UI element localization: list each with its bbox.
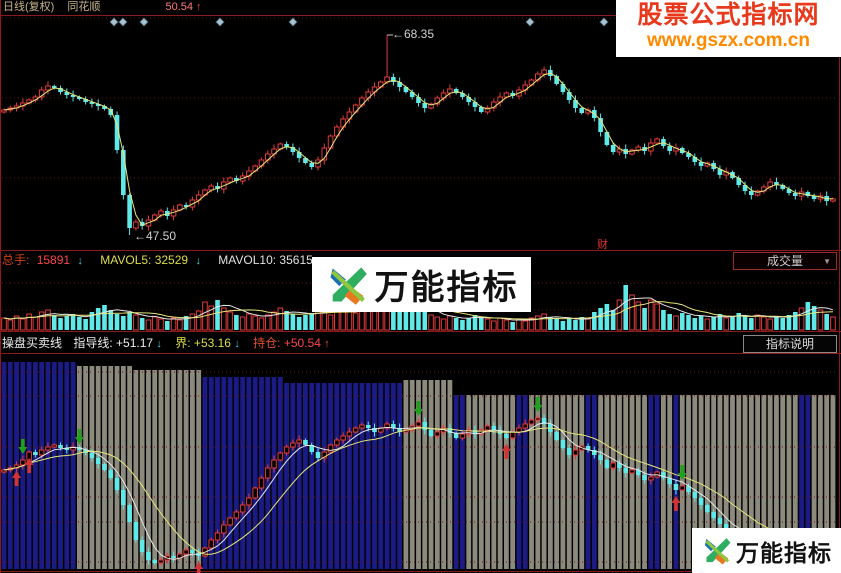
- watermark-gszx-url: www.gszx.com.cn: [647, 30, 810, 51]
- zongshou-value: 15891: [36, 253, 71, 267]
- watermark-wanneng-bottom: 万能指标: [692, 528, 841, 573]
- chicang-label: 持仓:: [253, 336, 281, 350]
- volume-indicator-label: 成交量: [766, 254, 803, 268]
- period-label: 日线(复权): [3, 1, 55, 13]
- volume-indicator-select[interactable]: 成交量 ▼: [733, 252, 837, 270]
- top-header: 日线(复权) 同花顺 50.54 ↑: [3, 1, 202, 14]
- cai-marker: 财: [597, 239, 608, 251]
- wanneng-logo-icon: [704, 538, 731, 565]
- watermark-wanneng-text: 万能指标: [736, 539, 832, 566]
- chicang-value: +50.54: [283, 336, 321, 350]
- high-price-annotation: ←68.35: [392, 27, 435, 41]
- mavol10-value: MAVOL10: 35615: [218, 253, 313, 267]
- watermark-gszx-title: 股票公式指标网: [637, 1, 820, 29]
- chevron-down-icon: ▼: [823, 257, 831, 266]
- watermark-wanneng-center: 万能指标: [312, 257, 531, 312]
- down-arrow-icon: ↓: [77, 255, 83, 267]
- signal-header: 操盘买卖线 指导线: +51.17 ↓ 界: +53.16 ↓ 持仓: +50.…: [2, 336, 330, 351]
- down-arrow-icon: ↓: [195, 255, 201, 267]
- zongshou-label: 总手:: [2, 253, 30, 267]
- down-arrow-icon: ↓: [234, 338, 240, 350]
- watermark-gszx: 股票公式指标网 www.gszx.com.cn: [616, 0, 841, 57]
- volume-header: 总手: 15891 ↓ MAVOL5: 32529 ↓ MAVOL10: 356…: [2, 253, 326, 268]
- app-name: 同花顺: [67, 1, 101, 13]
- wanneng-logo-icon: [330, 266, 367, 305]
- down-arrow-icon: ↓: [156, 338, 162, 350]
- jie-value: 界: +53.16: [175, 336, 231, 350]
- price-up-arrow: ↑: [196, 1, 202, 13]
- low-price-annotation: ←47.50: [134, 229, 177, 243]
- indicator-title: 操盘买卖线: [2, 336, 63, 350]
- indicator-help-button[interactable]: 指标说明: [743, 335, 837, 353]
- last-price: 50.54: [165, 1, 193, 13]
- watermark-wanneng-text: 万能指标: [374, 269, 519, 307]
- guide-line-value: 指导线: +51.17: [73, 336, 154, 350]
- mavol5-value: MAVOL5: 32529: [100, 253, 189, 267]
- up-arrow-icon: ↑: [324, 338, 330, 350]
